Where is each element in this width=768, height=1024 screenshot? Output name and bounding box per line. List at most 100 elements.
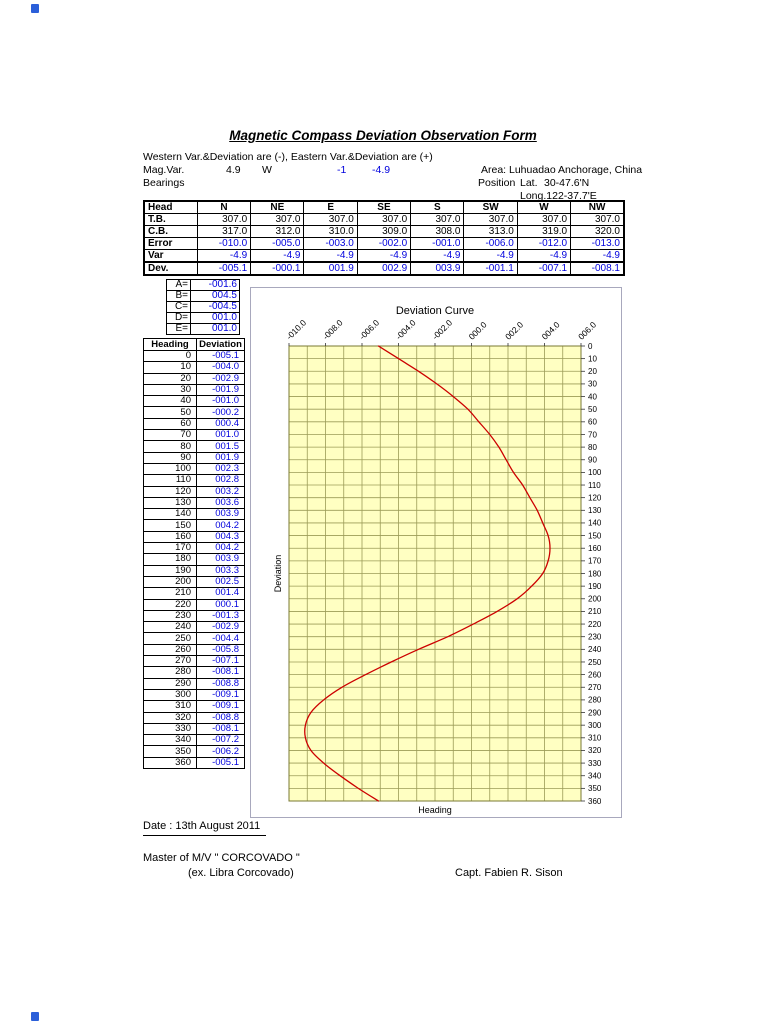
devtab-row: 90 001.9 (143, 451, 245, 464)
heading-axis-label: 280 (588, 696, 602, 705)
devtab-row: 210 001.4 (143, 587, 245, 600)
heading-cell: 80 (143, 440, 197, 453)
compass-value-cell: -4.9 (303, 249, 358, 263)
compass-value-cell: -005.1 (196, 261, 252, 276)
dev-axis-label: -004.0 (394, 317, 418, 341)
deviation-cell: -001.9 (196, 383, 245, 397)
deviation-cell: -004.0 (196, 361, 245, 374)
heading-axis-label: 70 (588, 430, 597, 439)
devtab-row: 270 -007.1 (143, 655, 245, 668)
compass-col-se: SE (356, 200, 412, 214)
coefficient-row: D= 001.0 (166, 312, 240, 324)
deviation-curve-svg: Deviation Curve -010.0 -008.0 -006.0 -004.0-… (273, 305, 602, 815)
compass-header-row: Head N NE E SE S SW W NW (143, 200, 625, 214)
compass-value-cell: 307.0 (356, 213, 412, 226)
heading-cell: 190 (143, 564, 197, 577)
devtab-row: 70 001.0 (143, 429, 245, 442)
compass-value-cell: -4.9 (570, 249, 625, 263)
position-label: Position (478, 177, 516, 189)
dev-axis-label: 002.0 (503, 319, 525, 341)
deviation-cell: -004.4 (196, 632, 245, 645)
compass-col-n: N (196, 200, 252, 214)
compass-value-cell: -4.9 (410, 249, 465, 263)
devtab-row: 60 000.4 (143, 417, 245, 431)
heading-cell: 220 (143, 598, 197, 611)
heading-axis-label: 350 (588, 784, 602, 793)
coefficient-value: -001.6 (190, 279, 240, 291)
coefficient-value: 001.0 (190, 312, 240, 324)
ex-name-line: (ex. Libra Corcovado) (188, 867, 294, 879)
compass-value-cell: -4.9 (516, 249, 572, 263)
deviation-cell: -002.9 (196, 621, 245, 634)
deviation-cell: 003.9 (196, 553, 245, 566)
heading-axis-label: 340 (588, 772, 602, 781)
compass-value-cell: -000.1 (250, 261, 305, 276)
deviation-cell: 003.3 (196, 564, 245, 577)
compass-value-cell: -013.0 (570, 237, 625, 250)
deviation-cell: -008.1 (196, 722, 245, 736)
deviation-cell: 001.4 (196, 587, 245, 600)
deviation-cell: -007.1 (196, 655, 245, 668)
lat-label: Lat. (520, 177, 538, 189)
heading-cell: 260 (143, 643, 197, 657)
compass-value-cell: 307.0 (463, 213, 518, 226)
heading-cell: 110 (143, 474, 197, 487)
heading-axis-label: 230 (588, 632, 602, 641)
devtab-row: 160 004.3 (143, 530, 245, 544)
heading-cell: 60 (143, 417, 197, 431)
heading-axis-label: 270 (588, 683, 602, 692)
heading-axis-label: 150 (588, 531, 602, 540)
compass-value-cell: -007.1 (516, 261, 572, 276)
compass-value-cell: 307.0 (516, 213, 572, 226)
heading-axis-label: 200 (588, 595, 602, 604)
deviation-cell: 001.9 (196, 451, 245, 464)
devtab-row: 340 -007.2 (143, 734, 245, 747)
coefficient-row: E= 001.0 (166, 323, 240, 335)
devtab-row: 350 -006.2 (143, 745, 245, 758)
compass-value-cell: -003.0 (303, 237, 358, 250)
deviation-axis-title: Deviation (273, 555, 283, 593)
devtab-row: 100 002.3 (143, 462, 245, 476)
dev-axis-label: -006.0 (357, 317, 381, 341)
compass-row-cb: C.B. 317.0 312.0 310.0 309.0 308.0 313.0 319.0 3… (143, 225, 625, 238)
heading-deviation-table: Heading Deviation 0 -005.1 10 -004.0 20 -002.9 3… (143, 338, 245, 769)
coefficient-row: C= -004.5 (166, 301, 240, 313)
heading-cell: 350 (143, 745, 197, 758)
heading-axis-label: 170 (588, 557, 602, 566)
devtab-row: 290 -008.8 (143, 677, 245, 690)
deviation-cell: 000.4 (196, 417, 245, 431)
heading-cell: 240 (143, 621, 197, 634)
compass-value-cell: 309.0 (356, 225, 412, 238)
compass-col-w: W (516, 200, 572, 214)
heading-cell: 150 (143, 519, 197, 532)
heading-axis-label: 120 (588, 493, 602, 502)
compass-value-cell: 307.0 (570, 213, 625, 226)
devtab-row: 330 -008.1 (143, 722, 245, 736)
compass-row-label: Var (143, 249, 198, 263)
coefficient-value: -004.5 (190, 301, 240, 313)
devtab-row: 230 -001.3 (143, 609, 245, 623)
area-label: Area: (481, 164, 507, 176)
compass-col-s: S (410, 200, 465, 214)
heading-axis-label: 360 (588, 797, 602, 806)
deviation-cell: 003.2 (196, 485, 245, 498)
var-total-value: -4.9 (372, 164, 391, 176)
devtab-row: 0 -005.1 (143, 349, 245, 363)
deviation-cell: 004.2 (196, 519, 245, 532)
heading-cell: 90 (143, 451, 197, 464)
heading-axis-label: 320 (588, 746, 602, 755)
dev-axis-label: -002.0 (430, 317, 454, 341)
heading-axis-label: 60 (588, 418, 597, 427)
devtab-header-row: Heading Deviation (143, 338, 245, 351)
coefficient-row: A= -001.6 (166, 279, 240, 291)
deviation-cell: -008.1 (196, 666, 245, 679)
compass-value-cell: 313.0 (463, 225, 518, 238)
heading-cell: 200 (143, 575, 197, 589)
deviation-cell: 001.0 (196, 429, 245, 442)
deviation-cell: 002.8 (196, 474, 245, 487)
deviation-cell: -008.8 (196, 677, 245, 690)
dev-axis-label: 004.0 (540, 319, 562, 341)
heading-axis-label: 310 (588, 734, 602, 743)
sign-convention-note: Western Var.&Deviation are (-), Eastern … (143, 151, 433, 163)
compass-row-label: Dev. (143, 261, 198, 276)
